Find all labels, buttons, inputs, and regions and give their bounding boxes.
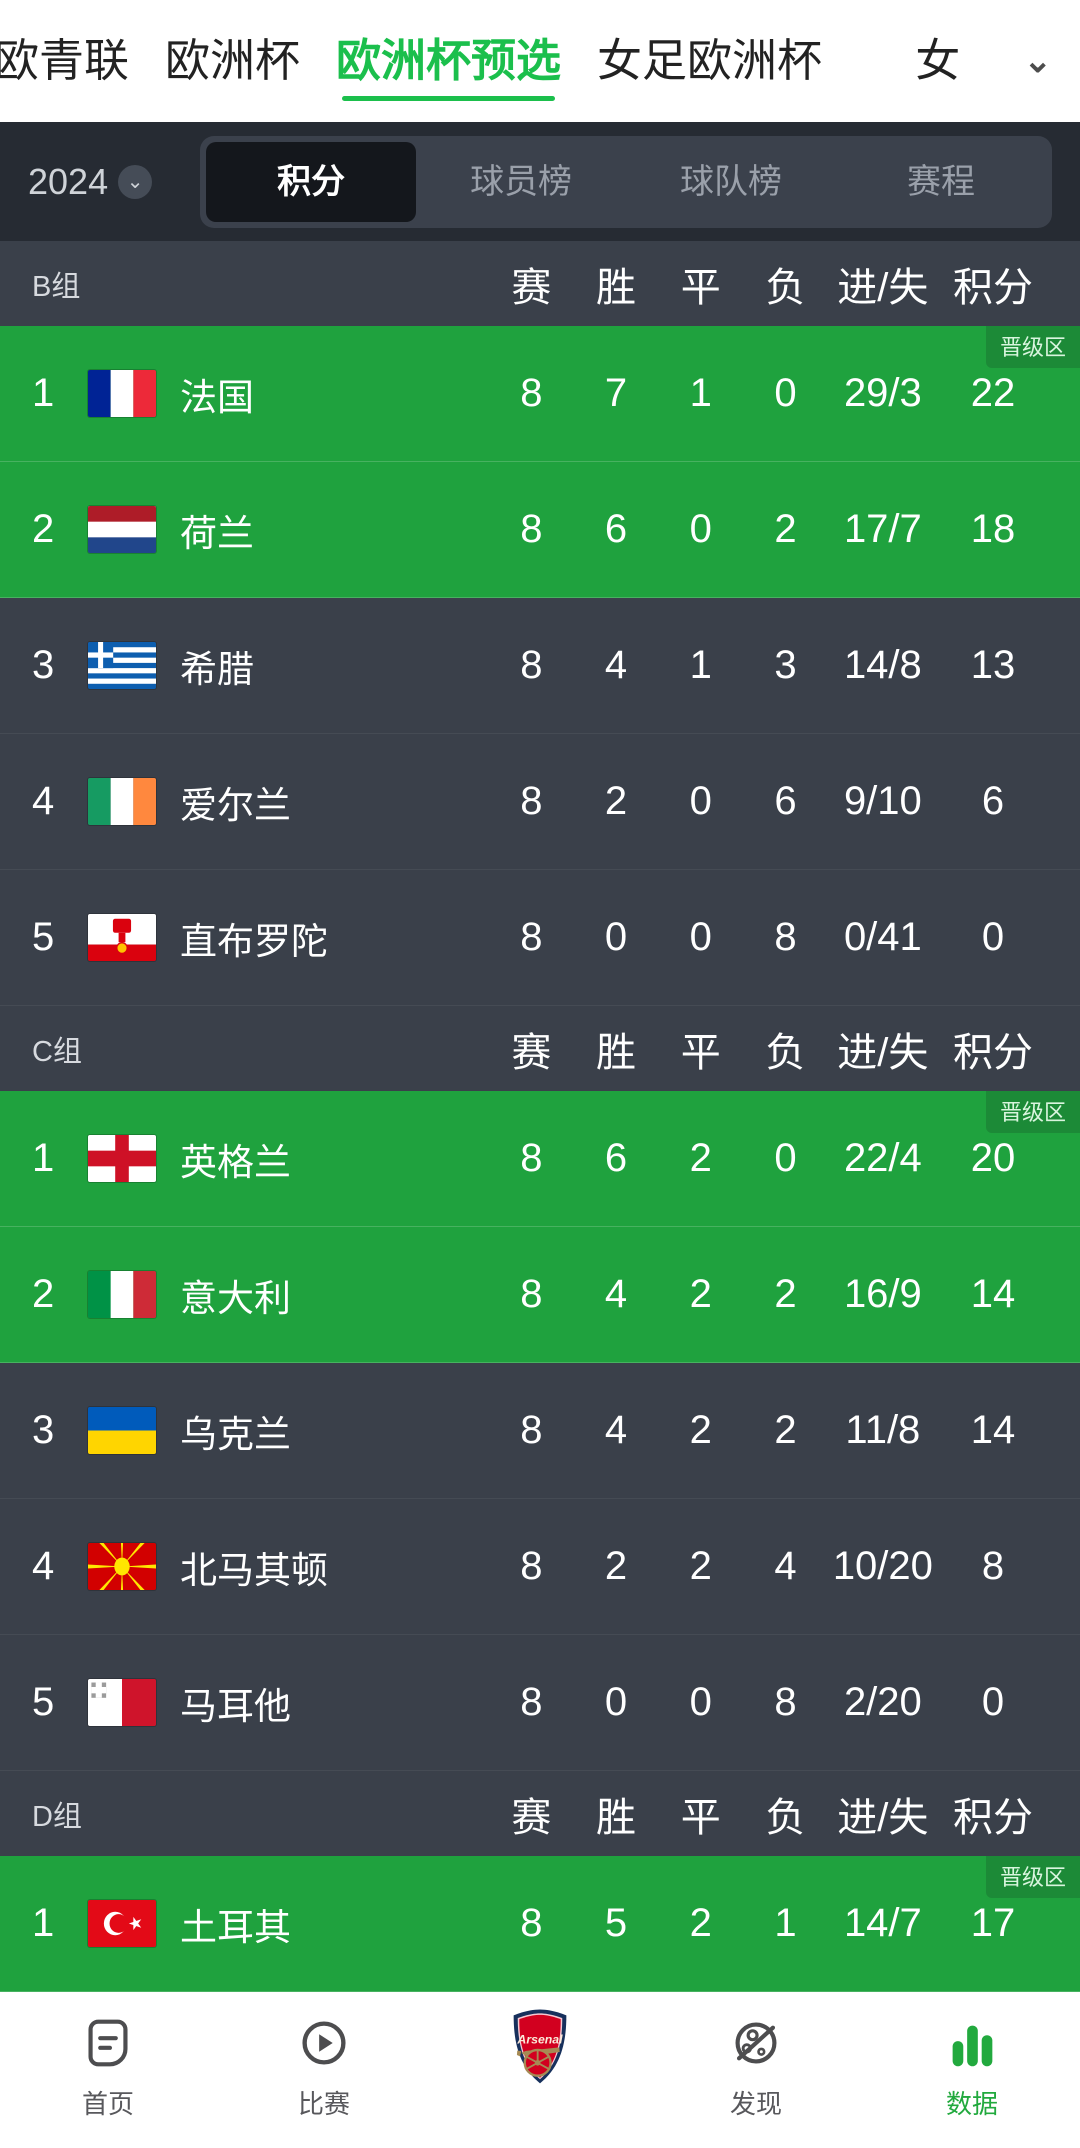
- svg-text:Arsenal: Arsenal: [516, 2032, 563, 2046]
